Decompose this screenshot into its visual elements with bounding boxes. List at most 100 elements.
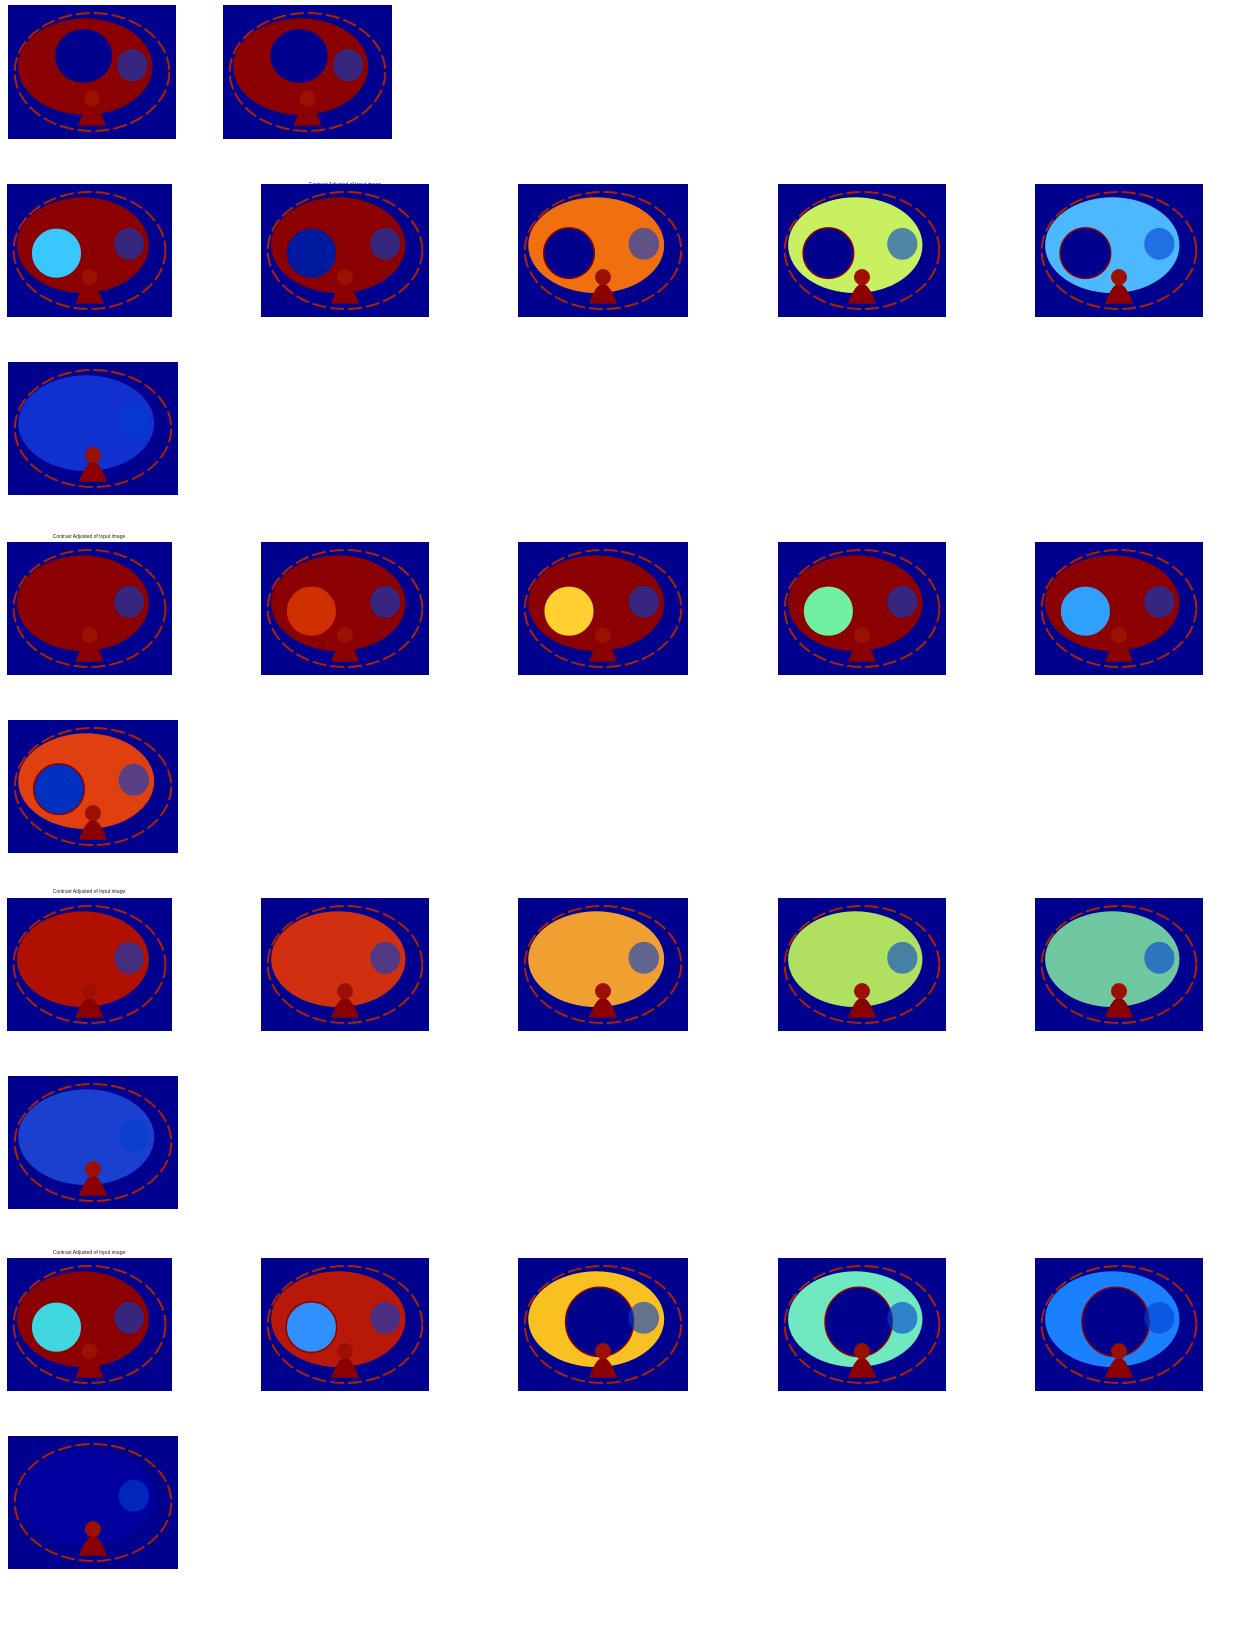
lesion: [30, 1301, 83, 1354]
stomach: [118, 763, 150, 796]
image-panel: [778, 542, 946, 675]
stomach: [114, 1301, 144, 1334]
image-panel: [8, 5, 176, 139]
panel-caption: Contrast Adjusted of Input image: [53, 534, 126, 540]
stomach: [628, 227, 660, 260]
stomach: [887, 227, 918, 260]
stomach: [628, 585, 660, 618]
image-panel: [7, 184, 172, 317]
image-panel: [518, 898, 688, 1031]
body-outline: [13, 368, 173, 489]
image-panel: [8, 1436, 178, 1569]
body-outline: [523, 548, 683, 669]
lesion: [542, 227, 596, 280]
vertebra: [1111, 1343, 1127, 1360]
spine: [848, 997, 876, 1018]
stomach: [118, 405, 150, 438]
stomach: [1144, 585, 1175, 618]
spine: [75, 997, 104, 1018]
image-panel: [778, 1258, 946, 1391]
body-outline: [783, 1264, 941, 1385]
stomach: [1144, 1301, 1175, 1334]
vertebra: [595, 983, 611, 1000]
vertebra: [595, 1343, 611, 1360]
image-panel: [261, 898, 429, 1031]
spine: [848, 1357, 876, 1378]
stomach: [887, 1301, 918, 1334]
lesion: [542, 585, 596, 638]
vertebra: [595, 269, 611, 286]
body-outline: [523, 1264, 683, 1385]
organ-region: [18, 1449, 155, 1546]
stomach: [1144, 227, 1175, 260]
stomach: [117, 49, 148, 82]
spine: [79, 819, 107, 840]
spine: [589, 997, 617, 1018]
vertebra: [83, 90, 101, 107]
body-outline: [13, 1082, 173, 1203]
image-panel: [778, 184, 946, 317]
body-outline: [1040, 190, 1198, 311]
lesion: [32, 763, 86, 816]
spine: [589, 641, 617, 662]
image-panel: [1035, 898, 1203, 1031]
spine: [79, 1535, 107, 1556]
vertebra: [854, 627, 870, 644]
stomach: [628, 941, 660, 974]
organ-region: [788, 911, 923, 1008]
image-panel: [1035, 542, 1203, 675]
stomach: [887, 585, 918, 618]
body-outline: [1040, 904, 1198, 1025]
stomach: [332, 49, 364, 82]
lesion: [802, 227, 855, 280]
image-panel: [8, 1076, 178, 1209]
body-outline: [266, 190, 424, 311]
stomach: [114, 227, 144, 260]
stomach: [114, 585, 144, 618]
spine: [293, 105, 322, 126]
stomach: [628, 1301, 660, 1334]
image-panel: [1035, 1258, 1203, 1391]
vertebra: [85, 805, 101, 822]
organ-region: [16, 555, 149, 652]
body-outline: [266, 1264, 424, 1385]
spine: [75, 283, 104, 304]
body-outline: [12, 548, 167, 669]
organ-region: [18, 375, 155, 472]
lesion: [55, 29, 113, 83]
image-panel: [518, 1258, 688, 1391]
image-panel: [8, 362, 178, 495]
vertebra: [81, 983, 98, 1000]
spine: [79, 1175, 107, 1196]
organ-region: [271, 911, 406, 1008]
vertebra: [1111, 983, 1127, 1000]
vertebra: [337, 269, 353, 286]
vertebra: [337, 1343, 353, 1360]
vertebra: [854, 269, 870, 286]
body-outline: [13, 1442, 173, 1563]
image-panel: [261, 1258, 429, 1391]
vertebra: [595, 627, 611, 644]
vertebra: [81, 1343, 98, 1360]
stomach: [887, 941, 918, 974]
image-panel: [518, 184, 688, 317]
image-panel: [7, 1258, 172, 1391]
body-outline: [12, 190, 167, 311]
body-outline: [266, 548, 424, 669]
spine: [75, 641, 104, 662]
spine: [848, 283, 876, 304]
lesion: [1059, 585, 1112, 638]
panel-caption: Contrast Adjusted of Input image: [53, 889, 126, 895]
image-panel: [518, 542, 688, 675]
stomach: [370, 941, 401, 974]
organ-region: [16, 911, 149, 1008]
stomach: [118, 1479, 150, 1512]
image-panel: [1035, 184, 1203, 317]
body-outline: [13, 12, 171, 132]
organ-region: [18, 1089, 155, 1186]
spine: [1105, 1357, 1133, 1378]
lesion: [285, 1301, 338, 1354]
lesion: [802, 585, 855, 638]
lesion: [285, 227, 338, 280]
